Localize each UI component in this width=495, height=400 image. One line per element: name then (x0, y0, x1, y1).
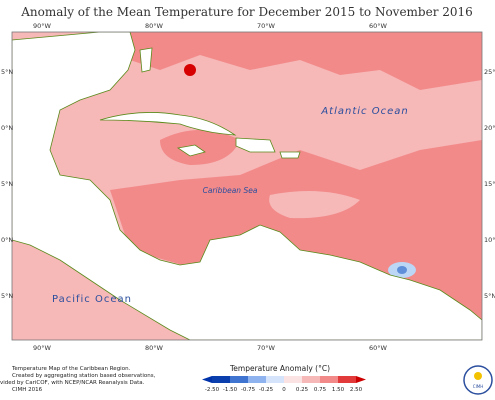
latitude-label: 5°N (1, 68, 13, 76)
latitude-label: 20°N (484, 124, 495, 132)
latitude-label: 0°N (1, 236, 13, 244)
colorbar-tick-label: 0 (282, 387, 286, 393)
colorbar-segment (284, 376, 302, 383)
colorbar-segment (266, 376, 284, 383)
land (12, 32, 482, 340)
anomaly-zone (120, 32, 482, 90)
colorbar-tick-label: -0.25 (259, 387, 274, 393)
map-frame (11, 31, 483, 341)
ocean-label: Pacific Ocean (52, 294, 132, 305)
latitude-label: 5°N (484, 292, 495, 300)
ocean-label: Caribbean Sea (203, 186, 258, 195)
colorbar-title: Temperature Anomaly (°C) (229, 364, 330, 373)
colorbar-segment (248, 376, 266, 383)
warm-spot (184, 64, 196, 76)
colorbar-segment (230, 376, 248, 383)
longitude-label: 60°W (369, 22, 388, 30)
title: Anomaly of the Mean Temperature for Dece… (20, 5, 473, 19)
footnote-line: Temperature Map of the Caribbean Region. (11, 366, 131, 372)
colorbar-segment (212, 376, 230, 383)
colorbar-arrow (202, 376, 212, 383)
colorbar-segment (302, 376, 320, 383)
latitude-label: 10°N (484, 236, 495, 244)
colorbar: -2.50 -1.50 -0.75 -0.25 0 0.25 0.75 1.50 2.50 (202, 376, 366, 393)
latitude-label: 5°N (1, 292, 13, 300)
footnote-line: CIMH 2016 (12, 387, 43, 393)
footnote-line: Created by aggregating station based obs… (12, 373, 156, 379)
colorbar-tick-label: 0.75 (314, 387, 327, 393)
logo-sun (474, 372, 482, 380)
latitude-label: 25°N (484, 68, 495, 76)
colorbar-arrow (356, 376, 366, 383)
latitude-label: 5°N (1, 180, 13, 188)
logo-text: CIMH (473, 384, 483, 389)
latitude-label: 15°N (484, 180, 495, 188)
longitude-label: 90°W (33, 22, 52, 30)
longitude-label: 90°W (33, 344, 52, 352)
anomaly-zone (269, 191, 360, 219)
colorbar-tick-label: 1.50 (332, 387, 345, 393)
anomaly-zone (160, 130, 240, 165)
colorbar-segment (338, 376, 356, 383)
colorbar-tick-label: -1.50 (223, 387, 238, 393)
longitude-label: 80°W (145, 344, 164, 352)
longitude-label: 70°W (257, 22, 276, 30)
longitude-label: 80°W (145, 22, 164, 30)
longitude-label: 60°W (369, 344, 388, 352)
colorbar-segment (320, 376, 338, 383)
colorbar-tick-label: 2.50 (350, 387, 363, 393)
map (12, 32, 482, 340)
colorbar-tick-label: -0.75 (241, 387, 256, 393)
colorbar-tick-label: -2.50 (205, 387, 220, 393)
latitude-label: 0°N (1, 124, 13, 132)
longitude-label: 70°W (257, 344, 276, 352)
colorbar-tick-label: 0.25 (296, 387, 309, 393)
footnote-line: vided by CariCOF, with NCEP/NCAR Reanaly… (0, 380, 145, 386)
ocean-label: Atlantic Ocean (320, 106, 408, 117)
cool-spot (397, 266, 407, 274)
